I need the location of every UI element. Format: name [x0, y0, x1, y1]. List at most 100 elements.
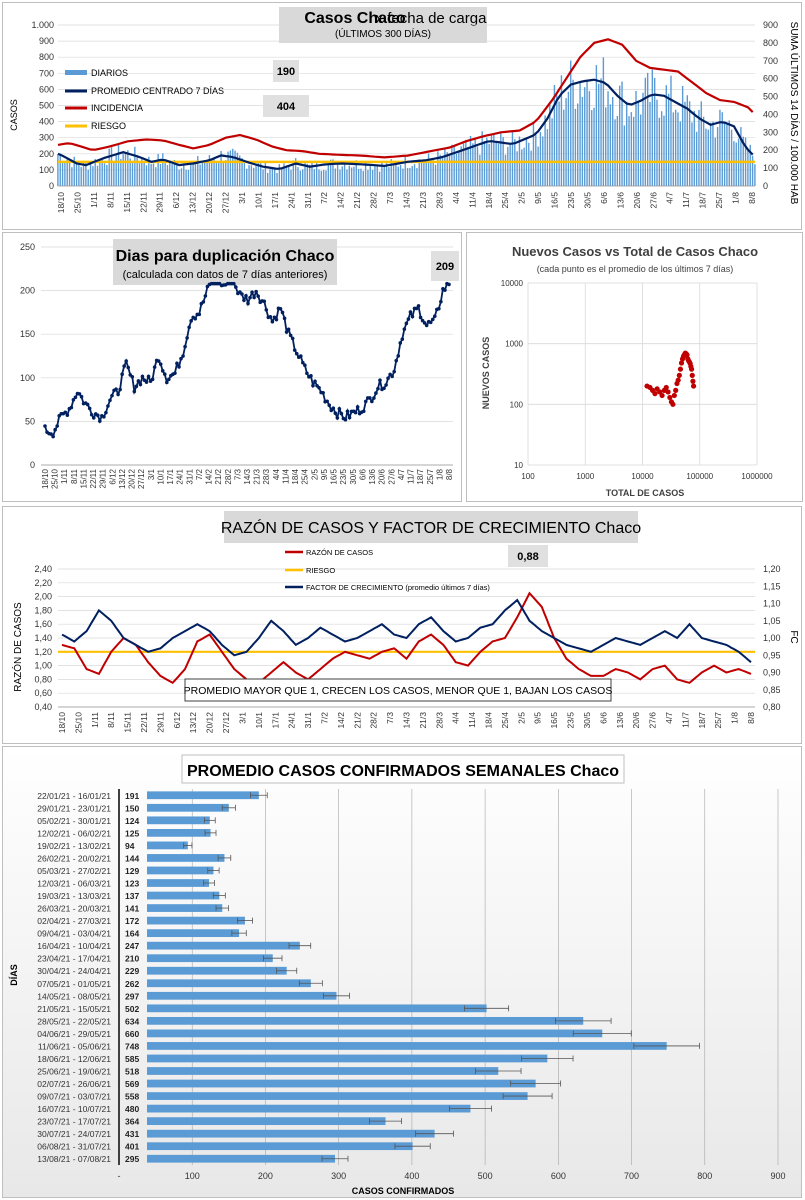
- bar-diarios: [292, 160, 295, 186]
- legend-fc: FACTOR DE CRECIMIENTO (promedio últimos …: [306, 583, 490, 592]
- line-razon: [61, 591, 752, 685]
- point-duplicacion: [347, 415, 352, 420]
- xtick: 10/1: [156, 468, 165, 484]
- bar-diarios: [399, 164, 402, 186]
- bar: [147, 816, 210, 825]
- bar-diarios: [229, 150, 232, 186]
- xtick: 100: [521, 472, 535, 481]
- xtick: 10000: [631, 472, 654, 481]
- bar-diarios: [232, 148, 234, 186]
- bar-diarios: [390, 159, 392, 186]
- value-label: 569: [125, 1079, 139, 1089]
- ytick: 100: [20, 373, 35, 383]
- point-duplicacion: [79, 394, 84, 399]
- xtick: 22/11: [139, 712, 149, 733]
- point-duplicacion: [298, 354, 303, 358]
- bar-diarios: [78, 165, 80, 186]
- bar-diarios: [609, 104, 612, 186]
- xtick: 2/5: [517, 192, 527, 204]
- ytick-right: 800: [763, 38, 778, 48]
- ylabel-right: FC: [788, 630, 799, 643]
- xtick: 17/1: [270, 712, 280, 729]
- bar-diarios: [173, 159, 176, 186]
- bar: [147, 966, 287, 975]
- xtick: 21/2: [214, 468, 223, 484]
- point-duplicacion: [396, 354, 401, 358]
- point-duplicacion: [150, 377, 155, 382]
- bar-diarios: [336, 163, 339, 186]
- bar-diarios: [579, 82, 581, 186]
- point-duplicacion: [85, 402, 90, 407]
- xtick: 100000: [686, 472, 713, 481]
- bar-diarios: [308, 164, 311, 186]
- xtick: 13/6: [615, 192, 625, 209]
- bar-diarios: [348, 165, 350, 186]
- bar-diarios: [707, 129, 709, 186]
- bar-diarios: [740, 127, 742, 186]
- xtick: 21/2: [352, 192, 362, 209]
- bar-diarios: [509, 144, 511, 186]
- xtick: 22/11: [89, 468, 98, 488]
- bar-diarios: [178, 169, 180, 186]
- bar-diarios: [124, 151, 127, 186]
- xtick: 18/7: [416, 468, 425, 484]
- legend-swatch-diarios: [65, 70, 87, 75]
- bar-diarios: [598, 83, 600, 186]
- point-duplicacion: [43, 424, 47, 428]
- bar-diarios: [649, 101, 651, 186]
- point-duplicacion: [167, 377, 171, 382]
- chart-duplicacion: Dias para duplicación Chaco (calculada c…: [20, 239, 459, 489]
- category-label: 13/08/21 - 07/08/21: [37, 1154, 111, 1164]
- value-label: 660: [125, 1029, 139, 1039]
- bar-diarios: [625, 101, 628, 186]
- xtick: 2/5: [310, 468, 319, 480]
- category-label: 25/06/21 - 19/06/21: [37, 1067, 111, 1077]
- xtick: 21/3: [253, 468, 262, 484]
- legend: DIARIOS PROMEDIO CENTRADO 7 DÍAS INCIDEN…: [65, 68, 224, 131]
- point-duplicacion: [69, 405, 74, 410]
- bar-diarios: [269, 169, 271, 186]
- bar-diarios: [439, 154, 441, 186]
- bar-diarios: [430, 158, 432, 186]
- panel-scatter: Nuevos Casos vs Total de Casos Chaco (ca…: [466, 232, 803, 502]
- ylabel: DÍAS: [9, 964, 19, 986]
- point-duplicacion: [384, 383, 388, 387]
- ytick: 250: [20, 242, 35, 252]
- point-duplicacion: [134, 384, 139, 389]
- scatter-point: [689, 372, 695, 378]
- xtick: 1000: [576, 472, 594, 481]
- bar-diarios: [635, 90, 637, 186]
- bar-diarios: [234, 150, 236, 186]
- bar-diarios: [588, 91, 591, 186]
- point-duplicacion: [160, 369, 165, 373]
- point-duplicacion: [439, 299, 443, 304]
- bar: [147, 954, 273, 963]
- bar-diarios: [586, 80, 588, 186]
- bar-diarios: [381, 162, 383, 186]
- bar-diarios: [241, 158, 243, 186]
- chart-scatter: Nuevos Casos vs Total de Casos Chaco (ca…: [481, 244, 773, 498]
- bar-diarios: [250, 165, 253, 186]
- bar-diarios: [187, 169, 190, 186]
- xtick: 18/7: [698, 192, 708, 209]
- bar-diarios: [99, 158, 101, 186]
- bar-diarios: [297, 167, 299, 186]
- chart-subtitle: (cada punto es el promedio de los último…: [537, 264, 734, 274]
- bar-diarios: [644, 77, 647, 186]
- xtick: 2/5: [516, 712, 526, 724]
- bar-diarios: [674, 109, 677, 186]
- title-box: [181, 754, 625, 784]
- bar-diarios: [185, 169, 187, 186]
- bar-diarios: [136, 157, 138, 186]
- ytick-right: 500: [763, 92, 778, 102]
- point-duplicacion: [343, 417, 348, 422]
- bar-diarios: [350, 167, 353, 186]
- point-duplicacion: [437, 306, 441, 311]
- point-duplicacion: [333, 411, 338, 416]
- callout-box-1: [273, 60, 299, 82]
- chart-semanales: PROMEDIO CASOS CONFIRMADOS SEMANALES Cha…: [9, 754, 786, 1196]
- bar-diarios: [253, 167, 255, 186]
- bar-diarios: [192, 161, 194, 186]
- bar-diarios: [467, 147, 469, 186]
- bar-diarios: [255, 166, 257, 186]
